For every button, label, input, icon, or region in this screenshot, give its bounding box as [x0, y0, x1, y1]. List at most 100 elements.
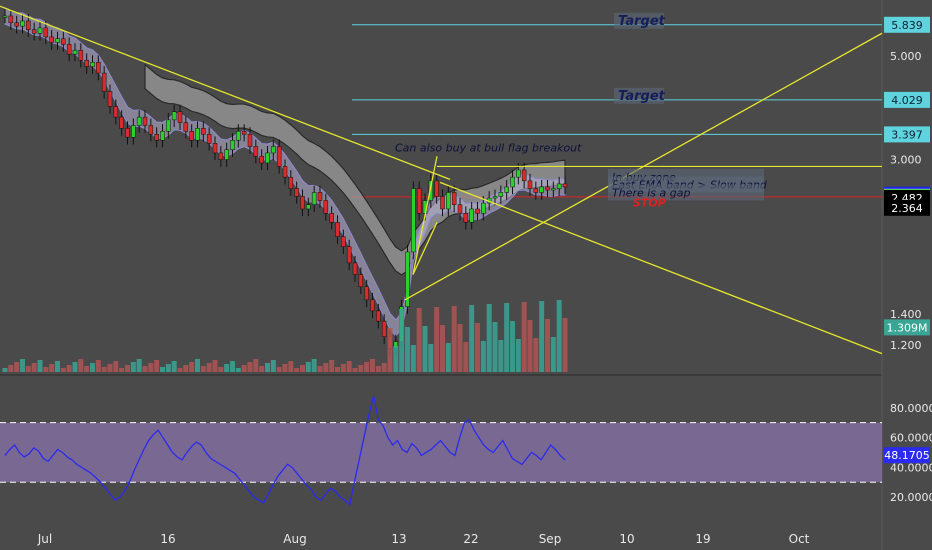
candle: [55, 38, 60, 43]
candle: [125, 128, 130, 138]
volume-bar: [545, 319, 550, 372]
volume-bar: [556, 300, 562, 372]
candle: [259, 155, 264, 164]
candle: [329, 213, 334, 223]
volume-bar: [329, 360, 335, 372]
candle: [533, 188, 539, 193]
volume-bar: [364, 362, 370, 372]
candle: [49, 36, 54, 43]
volume-bar: [37, 360, 43, 372]
x-tick-label: 13: [391, 532, 406, 546]
candle: [78, 49, 84, 61]
volume-bar: [195, 359, 200, 372]
candle: [457, 204, 463, 214]
volume-bar: [148, 363, 154, 372]
x-tick-label: 10: [619, 532, 634, 546]
candle: [539, 186, 544, 193]
price-tag-label: 3.397: [891, 128, 923, 141]
annotation-text: There is a gap: [612, 186, 690, 199]
volume-bar: [8, 365, 14, 372]
rsi-band-fill: [0, 422, 882, 483]
volume-bar: [165, 364, 171, 372]
volume-bar: [142, 366, 148, 372]
trend-line: [412, 222, 438, 275]
volume-bar: [317, 366, 323, 372]
candle: [323, 200, 329, 214]
volume-bar: [504, 303, 510, 372]
x-tick-label: Jul: [37, 532, 52, 546]
candle: [498, 192, 504, 197]
candle: [271, 146, 276, 154]
volume-bar: [154, 360, 160, 372]
candle: [8, 15, 14, 23]
candle: [504, 186, 509, 193]
candle: [96, 62, 101, 74]
candle: [43, 27, 49, 38]
candle: [136, 116, 142, 126]
price-tag: [884, 199, 930, 216]
candle: [101, 72, 107, 92]
rsi-value-tag: [884, 447, 930, 464]
candle: [335, 222, 340, 237]
candle: [20, 20, 25, 27]
volume-bar: [550, 337, 556, 372]
trend-line: [0, 5, 451, 180]
volume-bar: [171, 361, 177, 372]
candle: [416, 188, 422, 214]
volume-bar: [486, 304, 492, 372]
candle: [376, 310, 381, 322]
candle: [341, 236, 346, 247]
volume-bar: [113, 361, 119, 372]
rsi-tick-label: 80.0000: [890, 402, 932, 415]
candle: [463, 213, 469, 223]
volume-bar: [270, 360, 276, 372]
volume-bar: [125, 365, 130, 372]
volume-bar: [300, 365, 305, 372]
volume-bar: [247, 362, 253, 372]
candle: [154, 133, 159, 141]
candle: [212, 143, 218, 154]
volume-bar: [492, 322, 498, 372]
volume-bar: [410, 345, 416, 372]
candle: [434, 180, 439, 197]
volume-bar: [78, 359, 84, 372]
volume-bar: [323, 363, 329, 372]
volume-bar: [498, 340, 504, 372]
price-tick-label: 1.200: [890, 339, 922, 352]
volume-bar: [72, 362, 78, 372]
volume-bar: [49, 364, 55, 372]
volume-bar: [352, 368, 358, 372]
candle: [428, 180, 434, 201]
candle: [2, 15, 8, 18]
volume-bar: [393, 346, 399, 372]
rsi-tick-label: 40.0000: [890, 461, 932, 474]
candle: [370, 299, 375, 312]
volume-bar: [428, 344, 434, 372]
annotation-text: Can also buy at bull flag breakout: [395, 142, 582, 155]
volume-bar: [521, 302, 527, 372]
volume-bar: [457, 324, 463, 372]
volume-bar: [305, 362, 311, 372]
volume-bar: [183, 365, 189, 372]
candle: [294, 188, 299, 197]
volume-bar: [177, 368, 183, 372]
volume-bar: [515, 339, 521, 372]
candle: [317, 192, 323, 201]
candle: [189, 131, 194, 141]
volume-bar: [451, 306, 457, 372]
candle: [352, 262, 358, 275]
fast-ema-band: [4, 7, 566, 337]
candle: [405, 251, 410, 307]
candle: [358, 274, 364, 288]
price-tick-label: 5.000: [890, 50, 922, 63]
candle: [253, 146, 259, 157]
volume-bar: [60, 368, 66, 372]
candle: [224, 149, 229, 160]
volume-bar: [416, 308, 422, 372]
candle: [475, 208, 480, 214]
volume-bar: [55, 361, 60, 372]
volume-bar: [533, 338, 539, 372]
candle: [31, 29, 37, 34]
volume-bar: [469, 305, 475, 372]
